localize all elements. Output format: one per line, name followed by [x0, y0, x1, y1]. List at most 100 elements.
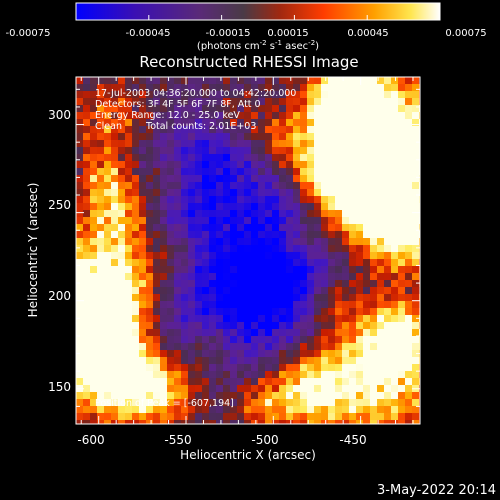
image-pixel: [363, 385, 371, 393]
image-pixel: [398, 308, 406, 316]
image-pixel: [125, 350, 133, 358]
image-pixel: [76, 336, 84, 344]
image-pixel: [244, 196, 252, 204]
image-pixel: [370, 112, 378, 120]
image-pixel: [272, 280, 280, 288]
image-pixel: [181, 231, 189, 239]
image-pixel: [132, 308, 140, 316]
image-pixel: [314, 245, 322, 253]
image-pixel: [216, 322, 224, 330]
image-pixel: [181, 280, 189, 288]
image-pixel: [118, 273, 126, 281]
image-pixel: [195, 238, 203, 246]
image-pixel: [146, 399, 154, 407]
image-pixel: [342, 392, 350, 400]
image-pixel: [146, 168, 154, 176]
image-pixel: [160, 203, 168, 211]
image-pixel: [125, 322, 133, 330]
image-pixel: [90, 322, 98, 330]
image-pixel: [167, 378, 175, 386]
image-pixel: [244, 105, 252, 113]
image-pixel: [384, 252, 392, 260]
image-pixel: [104, 168, 112, 176]
image-pixel: [174, 343, 182, 351]
image-pixel: [328, 196, 336, 204]
image-pixel: [272, 315, 280, 323]
image-pixel: [377, 133, 385, 141]
image-pixel: [195, 252, 203, 260]
image-pixel: [370, 203, 378, 211]
image-pixel: [216, 392, 224, 400]
image-pixel: [237, 224, 245, 232]
image-pixel: [153, 77, 161, 85]
image-pixel: [377, 84, 385, 92]
image-pixel: [216, 112, 224, 120]
image-pixel: [209, 84, 217, 92]
image-pixel: [272, 413, 280, 421]
image-pixel: [223, 392, 231, 400]
image-pixel: [146, 77, 154, 85]
image-pixel: [223, 217, 231, 225]
image-pixel: [160, 315, 168, 323]
image-pixel: [90, 252, 98, 260]
image-pixel: [223, 399, 231, 407]
image-pixel: [286, 175, 294, 183]
image-pixel: [258, 364, 266, 372]
image-pixel: [342, 364, 350, 372]
image-pixel: [335, 140, 343, 148]
image-pixel: [118, 175, 126, 183]
image-pixel: [195, 315, 203, 323]
image-pixel: [307, 154, 315, 162]
image-pixel: [97, 294, 105, 302]
image-pixel: [160, 406, 168, 414]
image-pixel: [349, 259, 357, 267]
image-pixel: [174, 357, 182, 365]
image-pixel: [209, 371, 217, 379]
image-pixel: [251, 364, 259, 372]
image-pixel: [307, 294, 315, 302]
image-pixel: [279, 238, 287, 246]
image-pixel: [139, 224, 147, 232]
image-pixel: [363, 343, 371, 351]
image-pixel: [377, 182, 385, 190]
image-pixel: [216, 182, 224, 190]
image-pixel: [279, 420, 287, 424]
image-pixel: [279, 224, 287, 232]
image-pixel: [223, 280, 231, 288]
image-pixel: [237, 231, 245, 239]
image-pixel: [363, 189, 371, 197]
image-pixel: [398, 217, 406, 225]
image-pixel: [118, 231, 126, 239]
image-pixel: [76, 392, 84, 400]
image-pixel: [363, 308, 371, 316]
image-pixel: [188, 161, 196, 169]
image-pixel: [405, 210, 413, 218]
image-pixel: [293, 252, 301, 260]
image-pixel: [209, 217, 217, 225]
image-pixel: [398, 280, 406, 288]
image-pixel: [118, 343, 126, 351]
image-pixel: [328, 273, 336, 281]
image-pixel: [76, 203, 84, 211]
image-pixel: [132, 357, 140, 365]
image-pixel: [272, 196, 280, 204]
image-pixel: [174, 245, 182, 253]
image-pixel: [202, 287, 210, 295]
image-pixel: [363, 252, 371, 260]
image-pixel: [118, 259, 126, 267]
image-pixel: [90, 308, 98, 316]
image-pixel: [314, 294, 322, 302]
image-pixel: [356, 266, 364, 274]
image-pixel: [335, 98, 343, 106]
image-pixel: [258, 273, 266, 281]
image-pixel: [230, 210, 238, 218]
image-pixel: [342, 371, 350, 379]
image-pixel: [195, 420, 203, 424]
image-pixel: [377, 364, 385, 372]
image-pixel: [202, 280, 210, 288]
image-pixel: [132, 175, 140, 183]
image-pixel: [153, 98, 161, 106]
image-pixel: [342, 273, 350, 281]
image-pixel: [251, 210, 259, 218]
